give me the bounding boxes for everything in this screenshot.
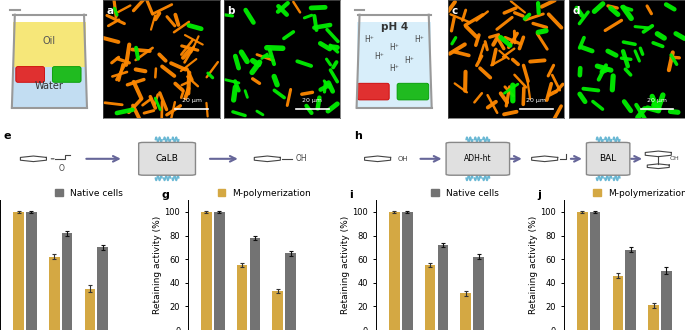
Bar (62, 233, 73, 330)
Bar (438, 245, 448, 330)
FancyBboxPatch shape (586, 143, 630, 175)
Text: 20 μm: 20 μm (647, 98, 667, 104)
Text: e: e (3, 131, 11, 141)
Text: j: j (537, 190, 541, 200)
Bar (273, 291, 283, 330)
Bar (249, 238, 260, 330)
Text: 20 μm: 20 μm (182, 98, 201, 104)
Bar (460, 293, 471, 330)
Legend: Native cells: Native cells (432, 189, 499, 198)
FancyBboxPatch shape (52, 67, 81, 82)
Polygon shape (13, 21, 86, 67)
Bar (425, 265, 436, 330)
Text: H⁺: H⁺ (414, 35, 424, 44)
Y-axis label: Retaining activity (%): Retaining activity (%) (340, 216, 349, 314)
Bar (201, 212, 212, 330)
FancyBboxPatch shape (138, 143, 195, 175)
Bar (237, 265, 247, 330)
Text: Water: Water (35, 81, 64, 91)
Text: h: h (354, 131, 362, 141)
Text: OH: OH (296, 154, 308, 163)
Y-axis label: Retaining activity (%): Retaining activity (%) (153, 216, 162, 314)
Text: i: i (349, 190, 353, 200)
Bar (473, 257, 484, 330)
Bar (648, 305, 659, 330)
Text: OH: OH (670, 156, 680, 161)
Text: CaLB: CaLB (155, 154, 179, 163)
Bar (625, 250, 636, 330)
Bar (285, 253, 296, 330)
Text: BAL: BAL (599, 154, 616, 163)
Bar (661, 271, 672, 330)
FancyBboxPatch shape (446, 143, 510, 175)
Bar (577, 212, 588, 330)
Bar (26, 212, 37, 330)
Text: H⁺: H⁺ (389, 64, 399, 73)
Text: H⁺: H⁺ (364, 35, 375, 44)
Text: OH: OH (397, 156, 408, 162)
Text: H⁺: H⁺ (375, 52, 384, 61)
FancyBboxPatch shape (397, 83, 429, 100)
Text: a: a (107, 6, 114, 16)
Bar (389, 212, 400, 330)
Text: O: O (59, 164, 65, 173)
Text: H⁺: H⁺ (404, 56, 414, 65)
Bar (13, 212, 24, 330)
Text: 20 μm: 20 μm (302, 98, 323, 104)
Text: H⁺: H⁺ (389, 43, 399, 51)
Polygon shape (357, 21, 431, 108)
Bar (49, 257, 60, 330)
Y-axis label: Retaining activity (%): Retaining activity (%) (529, 216, 538, 314)
Bar (590, 212, 601, 330)
Text: pH 4: pH 4 (380, 22, 408, 32)
Legend: M-polymerization: M-polymerization (218, 189, 311, 198)
FancyBboxPatch shape (358, 83, 389, 100)
Text: Oil: Oil (43, 36, 56, 46)
Text: b: b (227, 6, 235, 16)
Text: g: g (161, 190, 169, 200)
Bar (214, 212, 225, 330)
Bar (84, 289, 95, 330)
Bar (612, 276, 623, 330)
Bar (97, 247, 108, 330)
Text: d: d (572, 6, 580, 16)
Text: ADH-ht: ADH-ht (464, 154, 492, 163)
Bar (402, 212, 412, 330)
Text: c: c (451, 6, 458, 16)
Legend: Native cells: Native cells (55, 189, 123, 198)
Text: 20 μm: 20 μm (526, 98, 547, 104)
FancyBboxPatch shape (16, 67, 45, 82)
Legend: M-polymerization: M-polymerization (593, 189, 685, 198)
Polygon shape (12, 67, 86, 108)
